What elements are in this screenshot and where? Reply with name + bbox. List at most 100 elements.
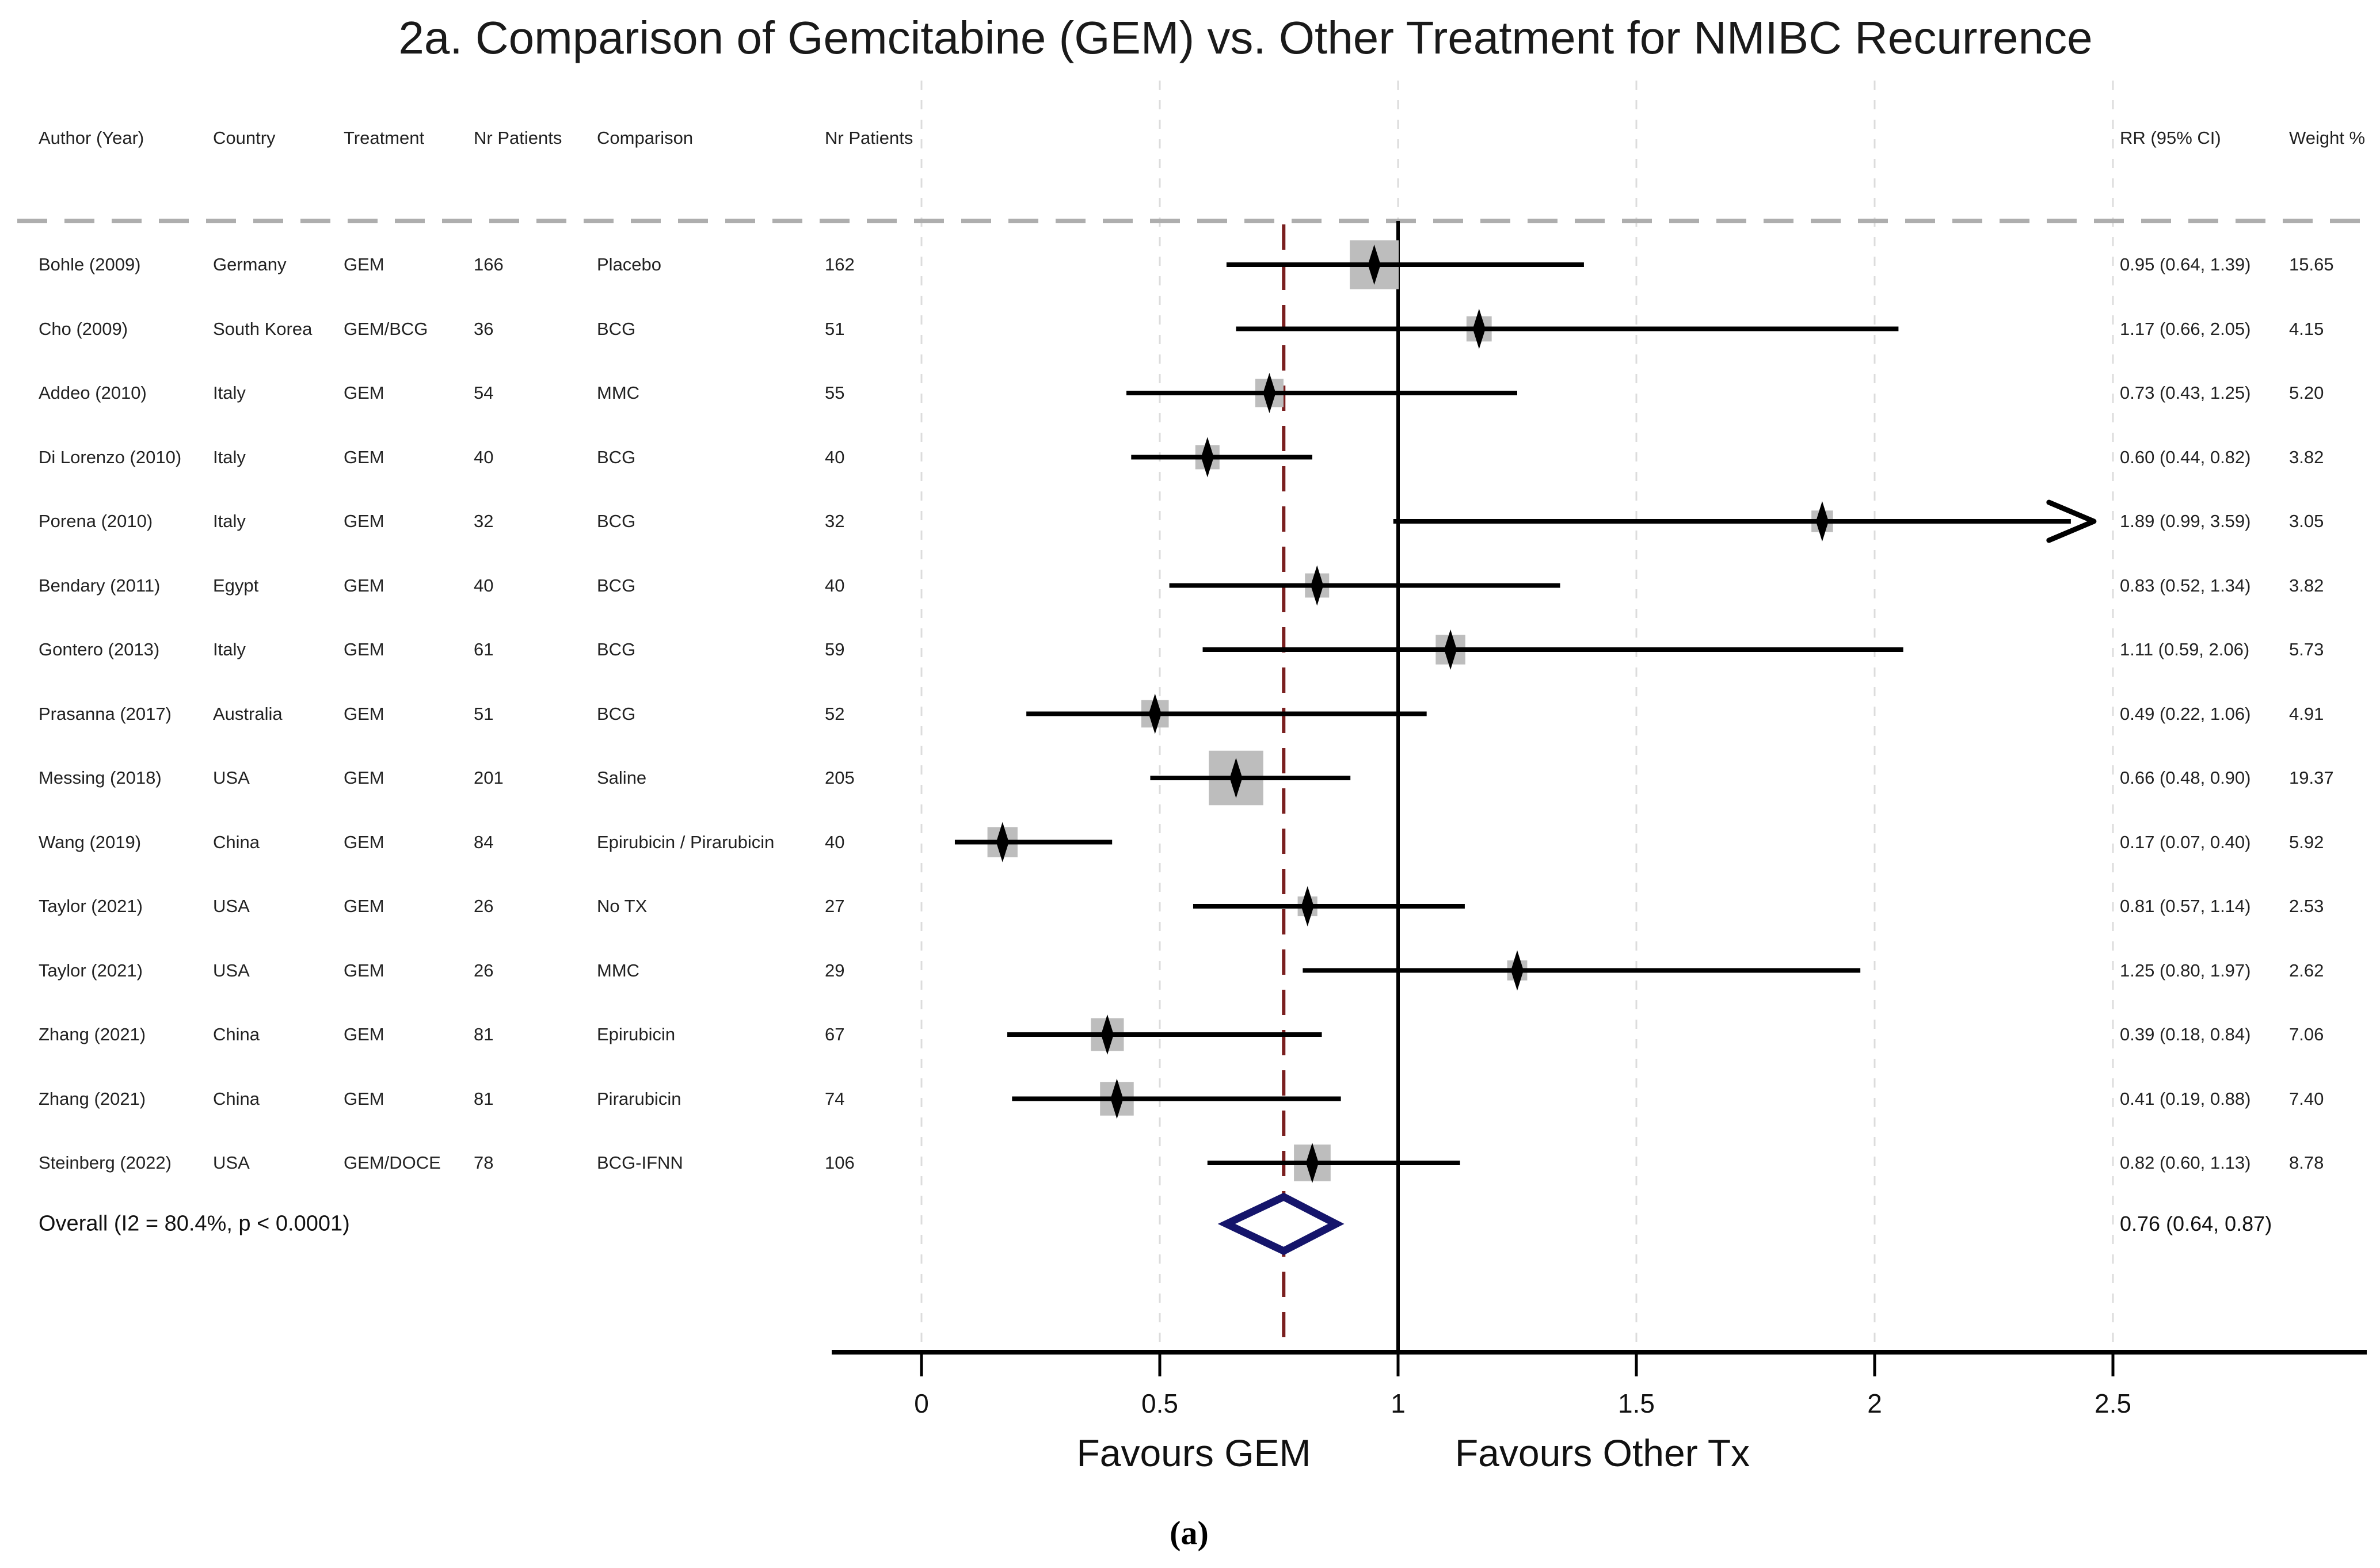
study-country-cell: Italy (213, 383, 246, 403)
study-comparison-cell: BCG (597, 318, 636, 339)
study-comparison-cell: BCG (597, 447, 636, 467)
study-treatment-cell: GEM (344, 960, 384, 981)
study-n-treatment-cell: 32 (474, 511, 494, 531)
study-rr-ci-text-cell: 0.82 (0.60, 1.13) (2120, 1153, 2251, 1173)
study-weight-text-cell: 7.40 (2289, 1088, 2324, 1109)
study-treatment-cell: GEM (344, 703, 384, 724)
study-comparison-cell: Epirubicin (597, 1024, 676, 1044)
point-estimate-diamond (1263, 373, 1276, 413)
study-n-treatment-cell: 26 (474, 896, 494, 916)
point-estimate-diamond (1148, 693, 1162, 734)
study-n-comparison-cell: 40 (825, 575, 845, 596)
study-n-treatment-cell: 54 (474, 383, 494, 403)
figure-caption: (a) (1170, 1514, 1209, 1552)
study-weight-text-cell: 5.92 (2289, 831, 2324, 852)
study-author-cell: Di Lorenzo (2010) (39, 447, 182, 467)
study-author-cell: Cho (2009) (39, 318, 128, 339)
study-author-cell: Messing (2018) (39, 768, 162, 788)
study-n-comparison-cell: 40 (825, 447, 845, 467)
study-comparison-cell: Placebo (597, 254, 662, 274)
study-comparison-cell: BCG (597, 639, 636, 659)
study-comparison-cell: BCG (597, 511, 636, 531)
study-n-comparison-cell: 29 (825, 960, 845, 981)
study-comparison-cell: Pirarubicin (597, 1088, 681, 1109)
point-estimate-diamond (1100, 1014, 1114, 1055)
column-header-comparison: Comparison (597, 128, 694, 148)
overall-label: Overall (I2 = 80.4%, p < 0.0001) (39, 1211, 350, 1236)
study-n-comparison-cell: 59 (825, 639, 845, 659)
study-rr-ci-text-cell: 0.83 (0.52, 1.34) (2120, 575, 2251, 596)
study-n-comparison-cell: 32 (825, 511, 845, 531)
study-country-cell: USA (213, 896, 250, 916)
study-rr-ci-text-cell: 0.95 (0.64, 1.39) (2120, 254, 2251, 274)
study-n-comparison-cell: 27 (825, 896, 845, 916)
study-n-comparison-cell: 40 (825, 831, 845, 852)
column-header-weight: Weight % (2289, 128, 2366, 148)
study-author-cell: Addeo (2010) (39, 383, 147, 403)
study-weight-text-cell: 19.37 (2289, 768, 2334, 788)
study-comparison-cell: BCG-IFNN (597, 1153, 683, 1173)
study-country-cell: China (213, 1088, 260, 1109)
study-country-cell: Italy (213, 511, 246, 531)
x-axis-tick-label: 0 (914, 1388, 929, 1418)
study-n-treatment-cell: 84 (474, 831, 494, 852)
column-header-country: Country (213, 128, 276, 148)
chart-title: 2a. Comparison of Gemcitabine (GEM) vs. … (398, 12, 2093, 63)
point-estimate-diamond (1229, 758, 1243, 798)
study-rr-ci-text-cell: 1.25 (0.80, 1.97) (2120, 960, 2251, 981)
study-n-treatment-cell: 201 (474, 768, 504, 788)
study-author-cell: Bohle (2009) (39, 254, 141, 274)
study-author-cell: Taylor (2021) (39, 896, 143, 916)
study-n-treatment-cell: 26 (474, 960, 494, 981)
study-n-comparison-cell: 55 (825, 383, 845, 403)
point-estimate-diamond (1301, 886, 1314, 926)
study-country-cell: South Korea (213, 318, 313, 339)
point-estimate-diamond (1110, 1078, 1124, 1119)
study-author-cell: Prasanna (2017) (39, 703, 172, 724)
point-estimate-diamond (1815, 501, 1829, 541)
study-n-treatment-cell: 40 (474, 447, 494, 467)
favours-right-label: Favours Other Tx (1454, 1432, 1750, 1474)
study-country-cell: Egypt (213, 575, 259, 596)
study-rr-ci-text-cell: 0.66 (0.48, 0.90) (2120, 768, 2251, 788)
point-estimate-diamond (1472, 308, 1486, 349)
study-country-cell: China (213, 1024, 260, 1044)
study-n-comparison-cell: 106 (825, 1153, 855, 1173)
study-author-cell: Gontero (2013) (39, 639, 160, 659)
study-n-comparison-cell: 52 (825, 703, 845, 724)
study-comparison-cell: No TX (597, 896, 648, 916)
study-comparison-cell: BCG (597, 703, 636, 724)
x-axis-tick-label: 0.5 (1141, 1388, 1178, 1418)
overall-diamond (1217, 1192, 1345, 1256)
study-weight-text-cell: 2.62 (2289, 960, 2324, 981)
study-author-cell: Bendary (2011) (39, 575, 161, 596)
point-estimate-diamond (1511, 950, 1524, 991)
study-n-treatment-cell: 81 (474, 1024, 494, 1044)
study-weight-text-cell: 5.20 (2289, 383, 2324, 403)
study-treatment-cell: GEM (344, 639, 384, 659)
point-estimate-diamond (1444, 630, 1457, 670)
overall-rr-ci-value: 0.76 (0.64, 0.87) (2120, 1212, 2272, 1235)
study-rr-ci-text-cell: 0.81 (0.57, 1.14) (2120, 896, 2251, 916)
study-country-cell: USA (213, 768, 250, 788)
study-n-comparison-cell: 74 (825, 1088, 845, 1109)
study-weight-text-cell: 7.06 (2289, 1024, 2324, 1044)
study-rr-ci-text-cell: 0.73 (0.43, 1.25) (2120, 383, 2251, 403)
study-weight-text-cell: 4.91 (2289, 703, 2324, 724)
x-axis-tick-label: 2 (1867, 1388, 1882, 1418)
study-rr-ci-text-cell: 1.11 (0.59, 2.06) (2120, 639, 2250, 659)
study-rr-ci-text-cell: 0.49 (0.22, 1.06) (2120, 703, 2251, 724)
study-author-cell: Zhang (2021) (39, 1088, 146, 1109)
study-rr-ci-text-cell: 0.17 (0.07, 0.40) (2120, 831, 2251, 852)
study-country-cell: USA (213, 960, 250, 981)
x-axis-tick-label: 2.5 (2095, 1388, 2131, 1418)
study-weight-text-cell: 8.78 (2289, 1153, 2324, 1173)
study-n-treatment-cell: 166 (474, 254, 504, 274)
study-comparison-cell: MMC (597, 960, 640, 981)
study-n-treatment-cell: 36 (474, 318, 494, 339)
point-estimate-diamond (1201, 437, 1214, 478)
study-treatment-cell: GEM (344, 768, 384, 788)
study-author-cell: Steinberg (2022) (39, 1153, 172, 1173)
study-treatment-cell: GEM (344, 1088, 384, 1109)
